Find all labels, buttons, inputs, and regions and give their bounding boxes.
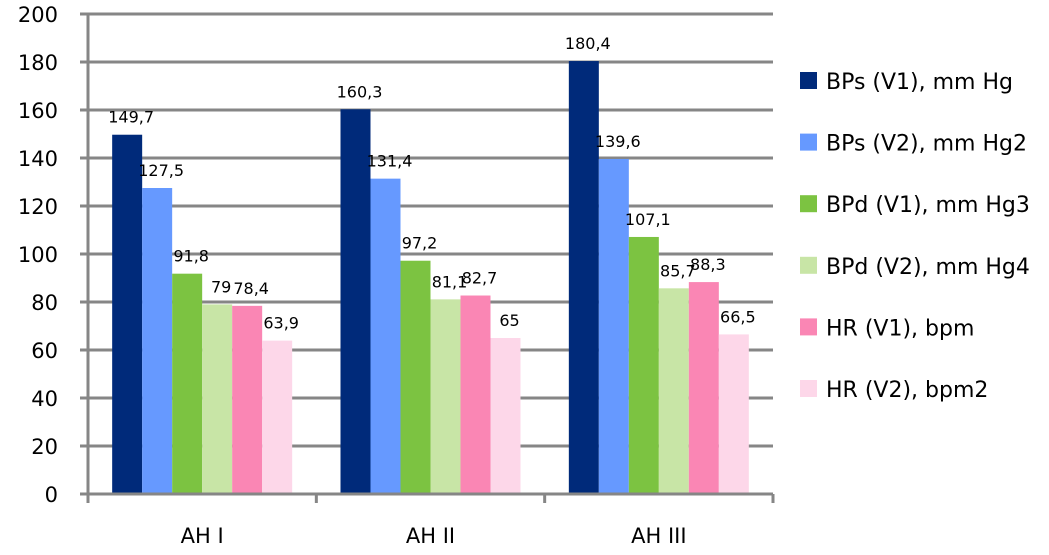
legend-swatch	[800, 195, 817, 213]
data-label: 79	[211, 277, 231, 296]
data-label: 131,4	[367, 152, 413, 171]
bar	[172, 273, 203, 494]
legend-label: BPd (V1), mm Hg3	[826, 193, 1030, 218]
data-label: 127,5	[138, 161, 184, 180]
legend-label: BPs (V2), mm Hg2	[826, 132, 1027, 157]
legend-swatch	[800, 133, 817, 151]
data-label: 85,7	[660, 261, 696, 280]
bar	[232, 305, 263, 494]
legend-label: HR (V2), bpm2	[826, 378, 988, 403]
x-category-label: AH II	[406, 524, 455, 548]
bar	[400, 260, 431, 494]
bar	[370, 178, 401, 494]
data-label: 65	[499, 311, 519, 330]
data-label: 63,9	[263, 314, 299, 333]
bars	[112, 61, 749, 494]
bar	[718, 334, 749, 494]
y-tick-label: 120	[18, 195, 58, 219]
y-tick-label: 0	[45, 483, 58, 507]
y-tick-label: 140	[18, 147, 58, 171]
bar	[490, 338, 521, 494]
bar	[262, 340, 293, 494]
data-label: 91,8	[173, 247, 209, 266]
x-axis: AH I AH II AH III	[86, 14, 775, 548]
data-label: 180,4	[565, 34, 611, 53]
bar	[598, 158, 629, 494]
y-tick-label: 20	[31, 435, 58, 459]
data-label: 82,7	[462, 269, 498, 288]
y-tick-label: 40	[31, 387, 58, 411]
legend-label: BPd (V2), mm Hg4	[826, 255, 1030, 280]
y-tick-label: 160	[18, 99, 58, 123]
y-axis-ticks: 0 20 40 60 80 100 120 140 160 180 200	[18, 3, 88, 507]
legend-swatch	[800, 256, 817, 274]
data-labels: 149,7 127,5 91,879 78,4 63,9 160,3 131,4 97,2 81…	[108, 34, 755, 333]
bar	[430, 299, 461, 494]
data-label: 160,3	[337, 82, 383, 101]
bar	[202, 304, 233, 494]
y-tick-label: 100	[18, 243, 58, 267]
data-label: 78,4	[233, 279, 269, 298]
bar	[568, 61, 599, 494]
data-label: 66,5	[720, 307, 756, 326]
legend-swatch	[800, 380, 817, 397]
bar	[340, 109, 371, 494]
bar	[142, 188, 173, 494]
data-label: 81,1	[432, 272, 468, 291]
data-label: 88,3	[690, 255, 726, 274]
data-label: 107,1	[625, 210, 671, 229]
legend-swatch	[800, 72, 817, 89]
bar	[688, 282, 719, 494]
x-category-label: AH III	[631, 524, 686, 548]
y-tick-label: 180	[18, 51, 58, 75]
bar	[658, 288, 689, 494]
legend-label: BPs (V1), mm Hg	[826, 70, 1013, 95]
legend: BPs (V1), mm Hg BPs (V2), mm Hg2 BPd (V1),…	[800, 70, 1030, 403]
y-tick-label: 80	[31, 291, 58, 315]
data-label: 149,7	[108, 108, 154, 127]
bar	[112, 134, 143, 494]
legend-swatch	[800, 318, 817, 336]
data-label: 139,6	[595, 132, 641, 151]
y-tick-label: 200	[18, 3, 58, 27]
legend-label: HR (V1), bpm	[826, 316, 974, 341]
x-category-label: AH I	[181, 524, 224, 548]
bar	[628, 236, 659, 494]
data-label: 97,2	[402, 234, 438, 253]
y-tick-label: 60	[31, 339, 58, 363]
bar	[460, 295, 491, 494]
